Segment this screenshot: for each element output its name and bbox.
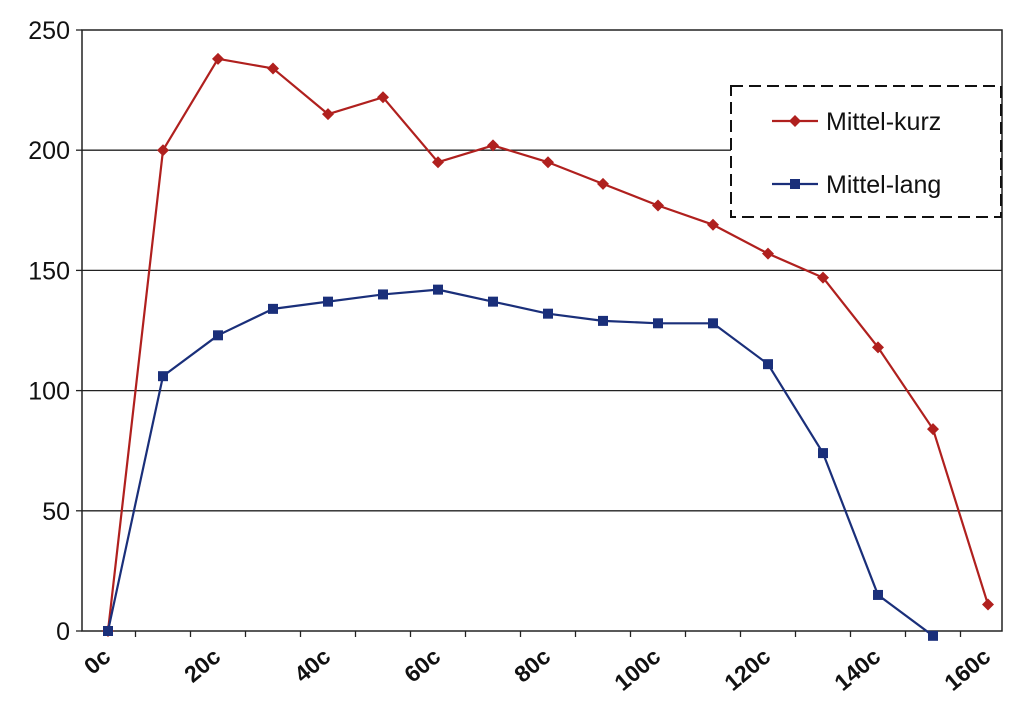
x-tick-label: 20c [179,643,225,688]
data-point-mittel-lang [598,315,608,326]
data-point-mittel-lang [213,330,223,341]
data-point-mittel-kurz [377,91,389,104]
data-point-mittel-lang [488,296,498,307]
series-group [102,52,994,641]
y-tick-label: 250 [28,17,70,45]
legend-box [730,85,1002,218]
x-tick-label: 160c [939,643,995,696]
data-point-mittel-kurz [542,156,554,169]
data-point-mittel-kurz [597,177,609,190]
legend-label-mittel-kurz: Mittel-kurz [826,108,941,136]
data-point-mittel-lang [653,318,663,329]
data-point-mittel-lang [708,318,718,329]
data-point-mittel-lang [818,448,828,459]
y-tick-label: 50 [42,498,70,526]
data-point-mittel-kurz [212,52,224,65]
y-tick-label: 150 [28,257,70,285]
x-tick-label: 60c [399,643,445,688]
x-tick-label: 80c [509,643,555,688]
data-point-mittel-kurz [982,598,994,611]
data-point-mittel-lang [543,308,553,319]
legend: Mittel-kurz Mittel-lang [730,85,1002,218]
data-point-mittel-kurz [762,247,774,260]
data-point-mittel-lang [103,626,113,636]
series-line-mittel-lang [106,288,934,637]
data-point-mittel-kurz [267,62,279,75]
legend-marker-mittel-kurz [789,115,801,127]
data-point-mittel-kurz [432,156,444,169]
data-point-mittel-lang [158,371,168,382]
x-tick-label: 120c [719,643,775,696]
x-tick-label: 40c [289,643,335,688]
data-point-mittel-kurz [927,423,939,436]
data-point-mittel-kurz [157,144,169,157]
data-point-mittel-lang [763,359,773,370]
plot-area-frame [81,29,1003,632]
data-point-mittel-lang [323,296,333,307]
data-point-mittel-kurz [707,218,719,231]
data-point-mittel-kurz [487,139,499,152]
y-tick-label: 100 [28,378,70,406]
data-point-mittel-lang [433,284,443,295]
data-point-mittel-kurz [872,341,884,354]
data-point-mittel-lang [378,289,388,300]
y-tick-label: 200 [28,137,70,165]
x-tick-label: 140c [829,643,885,696]
y-tick-label: 0 [56,618,70,646]
data-point-mittel-lang [928,630,938,641]
x-tick-label: 100c [609,643,665,696]
data-point-mittel-kurz [817,271,829,284]
data-point-mittel-kurz [322,108,334,121]
data-point-mittel-lang [268,303,278,314]
data-point-mittel-kurz [652,199,664,212]
legend-marker-mittel-lang [790,179,800,189]
legend-label-mittel-lang: Mittel-lang [826,171,941,199]
data-point-mittel-lang [873,589,883,600]
x-tick-label: 0c [79,643,115,679]
